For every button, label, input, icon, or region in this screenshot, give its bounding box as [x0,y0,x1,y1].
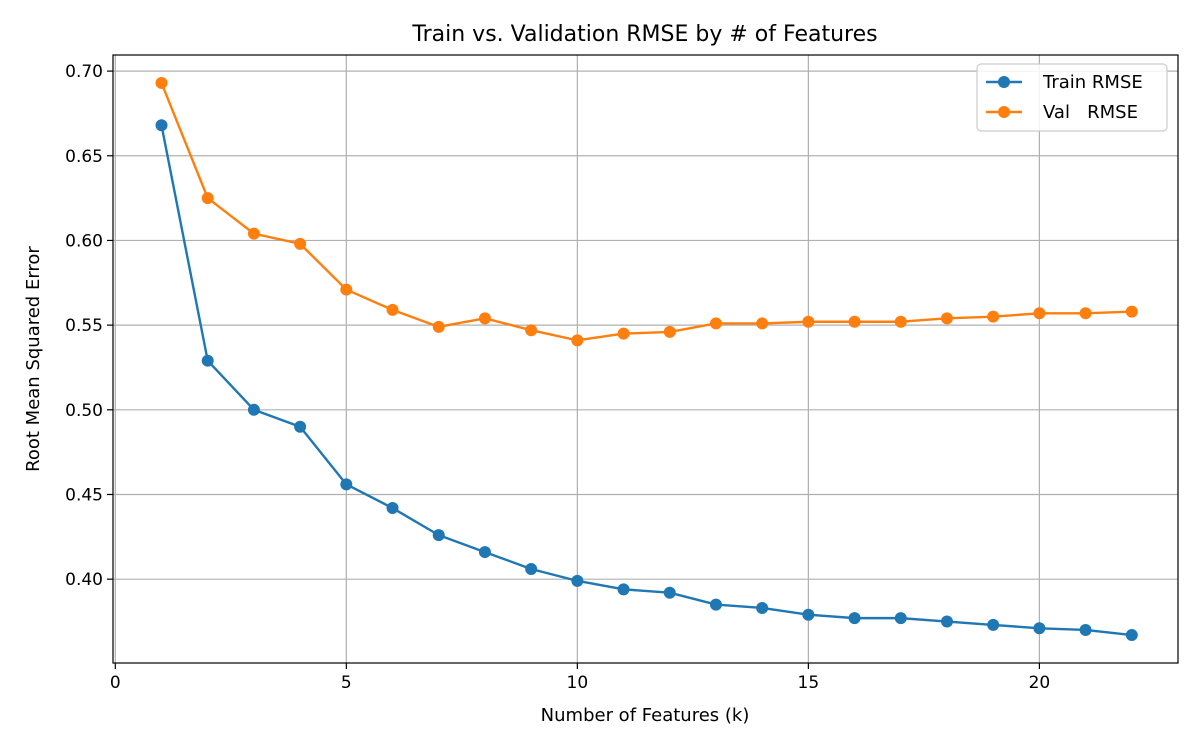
data-point [201,354,214,367]
data-point [155,119,168,132]
y-tick-label: 0.70 [65,62,103,82]
data-point [386,502,399,515]
data-point [940,312,953,325]
series-line [160,82,1132,342]
x-tick-label: 20 [1029,673,1051,693]
data-point [709,598,722,611]
data-point [294,237,307,250]
y-tick-label: 0.55 [65,316,103,336]
data-point [663,586,676,599]
data-point [709,317,722,330]
x-tick-label: 10 [567,673,589,693]
data-point [525,324,538,337]
legend-marker [998,106,1010,118]
data-point [525,563,538,576]
data-point [571,574,584,587]
series-line [160,125,1132,637]
legend-label: Val RMSE [1043,102,1138,123]
y-tick-label: 0.50 [65,401,103,421]
data-point [247,227,260,240]
y-tick-label: 0.45 [65,485,103,505]
plot-frame [112,54,1179,664]
data-point [386,303,399,316]
data-point [432,529,445,542]
legend: Train RMSE Val RMSE [976,63,1168,132]
data-point [1125,305,1138,318]
data-point [802,315,815,328]
data-point [1125,629,1138,642]
legend-marker [998,76,1010,88]
data-point [478,546,491,559]
data-point [848,315,861,328]
data-point [756,317,769,330]
legend-box [976,63,1168,132]
y-tick-label: 0.40 [65,570,103,590]
data-point [987,618,1000,631]
data-point [1079,623,1092,636]
x-tick-label: 15 [798,673,820,693]
x-tick-label: 0 [110,673,121,693]
data-point [617,327,630,340]
data-point [478,312,491,325]
data-point [894,612,907,625]
data-point [294,420,307,433]
data-point [756,601,769,614]
data-point [571,334,584,347]
y-tick-label: 0.60 [65,231,103,251]
data-point [340,283,353,296]
data-point [201,192,214,205]
data-point [1079,307,1092,320]
data-point [940,615,953,628]
data-point [155,76,168,89]
x-axis-label: Number of Features (k) [541,705,750,726]
series-group [155,76,1138,642]
y-axis-label: Root Mean Squared Error [23,246,44,472]
series-val [155,76,1138,347]
data-point [663,325,676,338]
data-point [802,608,815,621]
data-point [340,478,353,491]
data-point [617,583,630,596]
grid [113,55,1178,663]
data-point [1033,622,1046,635]
x-tick-label: 5 [341,673,352,693]
ticks-group: 0 5 10 15 20 0.40 0.45 0.50 0.55 0.60 0.65 0.70 [65,62,1050,693]
data-point [1033,307,1046,320]
y-tick-label: 0.65 [65,147,103,167]
data-point [987,310,1000,323]
legend-label: Train RMSE [1042,72,1143,93]
series-train [155,119,1138,642]
data-point [848,612,861,625]
data-point [432,320,445,333]
chart-title: Train vs. Validation RMSE by # of Featur… [411,22,877,47]
data-point [894,315,907,328]
data-point [247,403,260,416]
